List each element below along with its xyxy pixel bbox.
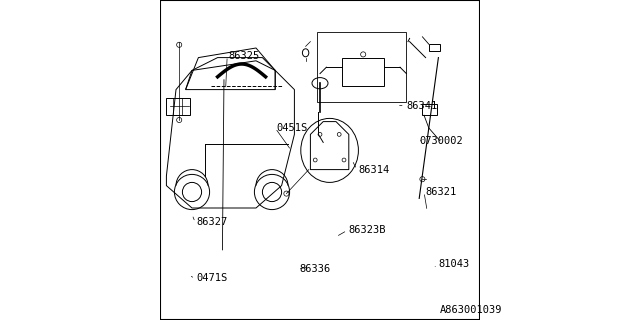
Text: 86327: 86327 (197, 217, 228, 228)
Text: 81043: 81043 (438, 259, 470, 269)
Text: 0451S: 0451S (277, 123, 308, 133)
Text: 86341: 86341 (406, 100, 438, 111)
Text: 0730002: 0730002 (419, 136, 463, 146)
Text: 86314: 86314 (358, 164, 390, 175)
Text: 86321: 86321 (426, 187, 457, 197)
Text: 0471S: 0471S (197, 273, 228, 284)
Text: 86323B: 86323B (349, 225, 387, 236)
Text: 86325: 86325 (229, 51, 260, 61)
Text: A863001039: A863001039 (440, 305, 502, 316)
Text: 86336: 86336 (300, 264, 330, 274)
